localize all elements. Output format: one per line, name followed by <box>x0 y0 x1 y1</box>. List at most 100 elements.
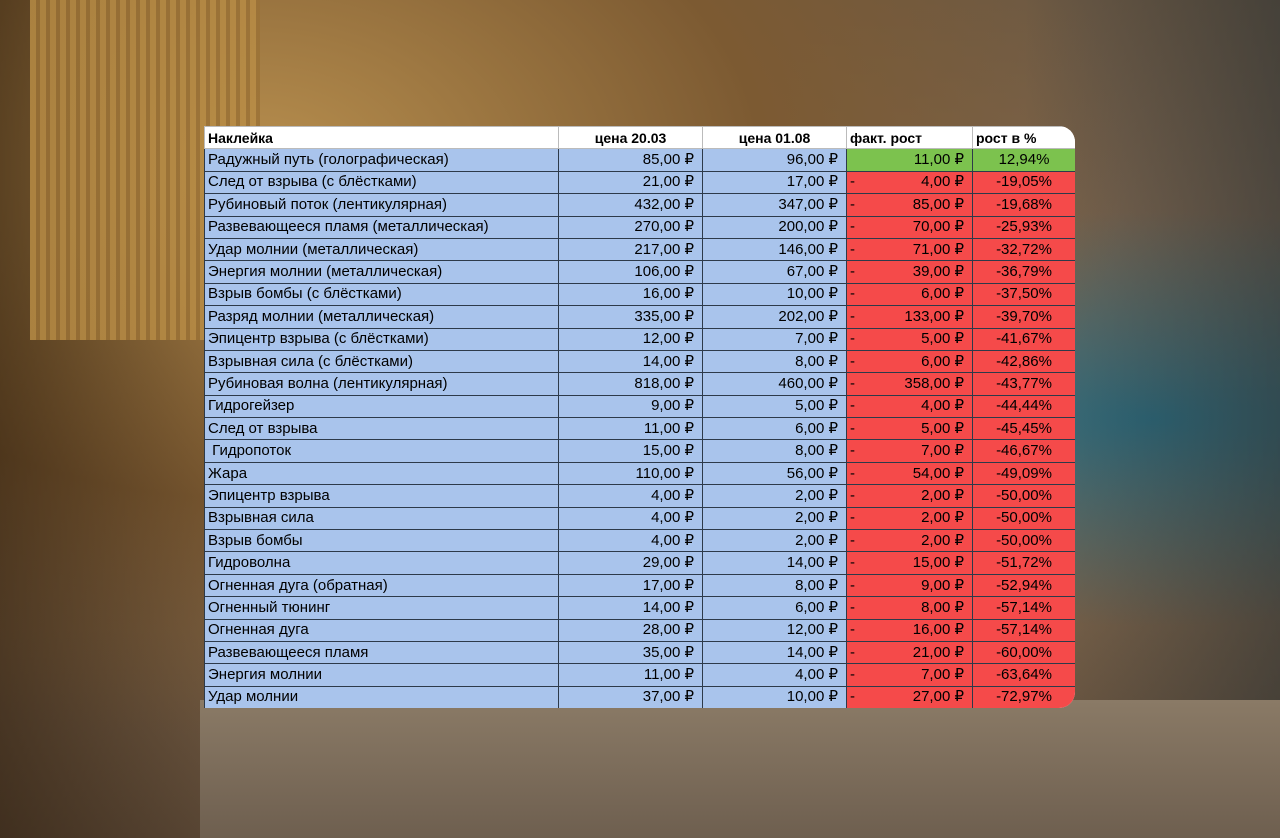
change-sign: - <box>850 643 855 661</box>
price-august: 56,00 ₽ <box>702 461 847 486</box>
change-amount: 6,00 ₽ <box>921 352 964 370</box>
header-row: Наклейка цена 20.03 цена 01.08 факт. рос… <box>204 126 1075 150</box>
sticker-name: След от взрыва (с блёстками) <box>204 170 559 195</box>
change-sign: - <box>850 285 855 303</box>
price-august: 96,00 ₽ <box>702 148 847 172</box>
price-march: 9,00 ₽ <box>558 394 703 419</box>
table-row: Энергия молнии (металлическая) 106,00 ₽67… <box>204 260 1075 284</box>
actual-change: - 7,00 ₽ <box>846 663 973 687</box>
actual-change: - 39,00 ₽ <box>846 260 973 284</box>
table-row: Эпицентр взрыва (с блёстками) 12,00 ₽7,00… <box>204 327 1075 351</box>
change-percent: 12,94% <box>972 148 1075 172</box>
change-amount: 5,00 ₽ <box>921 419 964 437</box>
table-row: Жара 110,00 ₽56,00 ₽ - 54,00 ₽ -49,09% <box>204 461 1075 486</box>
change-amount: 4,00 ₽ <box>921 173 964 191</box>
actual-change: - 4,00 ₽ <box>846 394 973 419</box>
change-amount: 8,00 ₽ <box>921 598 964 616</box>
actual-change: 11,00 ₽ <box>846 148 973 172</box>
price-march: 17,00 ₽ <box>558 573 703 598</box>
sticker-name: Взрывная сила <box>204 506 559 531</box>
header-cell: Наклейка <box>204 126 559 150</box>
table-row: След от взрыва (с блёстками) 21,00 ₽17,00… <box>204 170 1075 195</box>
change-sign: - <box>850 307 855 325</box>
actual-change: - 15,00 ₽ <box>846 551 973 575</box>
table-row: Огненный тюнинг 14,00 ₽6,00 ₽ - 8,00 ₽ -57,1… <box>204 596 1075 620</box>
change-sign: - <box>850 397 855 415</box>
change-percent: -57,14% <box>972 596 1075 620</box>
change-percent: -37,50% <box>972 282 1075 307</box>
price-march: 432,00 ₽ <box>558 193 703 217</box>
change-percent: -46,67% <box>972 439 1075 463</box>
change-percent: -19,68% <box>972 193 1075 217</box>
sticker-name: Рубиновый поток (лентикулярная) <box>204 193 559 217</box>
actual-change: - 5,00 ₽ <box>846 417 973 441</box>
change-sign: - <box>850 442 855 460</box>
actual-change: - 4,00 ₽ <box>846 170 973 195</box>
change-sign: - <box>850 330 855 348</box>
change-sign: - <box>850 419 855 437</box>
change-percent: -51,72% <box>972 551 1075 575</box>
actual-change: - 27,00 ₽ <box>846 685 973 708</box>
change-sign: - <box>850 195 855 213</box>
table-row: Развевающееся пламя 35,00 ₽14,00 ₽ - 21,00 … <box>204 640 1075 665</box>
sticker-name: Энергия молнии (металлическая) <box>204 260 559 284</box>
price-march: 14,00 ₽ <box>558 349 703 374</box>
table-row: Гидрогейзер 9,00 ₽5,00 ₽ - 4,00 ₽ -44,44% <box>204 394 1075 419</box>
header-cell: цена 20.03 <box>558 126 703 150</box>
actual-change: - 85,00 ₽ <box>846 193 973 217</box>
table-row: Энергия молнии 11,00 ₽4,00 ₽ - 7,00 ₽ -63,64… <box>204 663 1075 687</box>
sticker-name: Энергия молнии <box>204 663 559 687</box>
change-sign: - <box>850 218 855 236</box>
price-august: 460,00 ₽ <box>702 372 847 396</box>
change-percent: -50,00% <box>972 506 1075 531</box>
table-row: Огненная дуга (обратная) 17,00 ₽8,00 ₽ - 9,… <box>204 573 1075 598</box>
table-row: Удар молнии (металлическая) 217,00 ₽146,0… <box>204 237 1075 262</box>
table-row: Эпицентр взрыва 4,00 ₽2,00 ₽ -2,00 ₽ -50,00… <box>204 484 1075 508</box>
change-sign: - <box>850 173 855 191</box>
actual-change: - 21,00 ₽ <box>846 640 973 665</box>
table-row: Радужный путь (голографическая) 85,00 ₽96… <box>204 148 1075 172</box>
change-percent: -60,00% <box>972 640 1075 665</box>
table-row: Удар молнии 37,00 ₽10,00 ₽ - 27,00 ₽ -72,97% <box>204 685 1075 708</box>
change-amount: 21,00 ₽ <box>912 643 964 661</box>
change-amount: 133,00 ₽ <box>904 307 964 325</box>
header-cell: цена 01.08 <box>702 126 847 150</box>
price-march: 35,00 ₽ <box>558 640 703 665</box>
change-percent: -41,67% <box>972 327 1075 351</box>
price-march: 270,00 ₽ <box>558 215 703 239</box>
table-row: След от взрыва 11,00 ₽6,00 ₽ - 5,00 ₽ -45,45… <box>204 417 1075 441</box>
change-amount: 2,00 ₽ <box>921 531 964 549</box>
price-march: 21,00 ₽ <box>558 170 703 195</box>
price-march: 4,00 ₽ <box>558 529 703 553</box>
price-march: 335,00 ₽ <box>558 305 703 329</box>
sticker-name: Взрыв бомбы <box>204 529 559 553</box>
actual-change: - 6,00 ₽ <box>846 282 973 307</box>
header-cell: факт. рост <box>846 126 973 150</box>
price-august: 8,00 ₽ <box>702 439 847 463</box>
sticker-name: Рубиновая волна (лентикулярная) <box>204 372 559 396</box>
change-sign: - <box>850 374 855 392</box>
change-amount: 358,00 ₽ <box>904 374 964 392</box>
price-march: 106,00 ₽ <box>558 260 703 284</box>
change-percent: -39,70% <box>972 305 1075 329</box>
price-august: 8,00 ₽ <box>702 349 847 374</box>
table-body: Радужный путь (голографическая) 85,00 ₽96… <box>204 148 1075 708</box>
change-percent: -50,00% <box>972 484 1075 508</box>
change-percent: -32,72% <box>972 237 1075 262</box>
change-amount: 54,00 ₽ <box>912 464 964 482</box>
price-march: 29,00 ₽ <box>558 551 703 575</box>
price-march: 4,00 ₽ <box>558 484 703 508</box>
table-row: Гидроволна 29,00 ₽14,00 ₽ - 15,00 ₽ -51,72% <box>204 551 1075 575</box>
change-amount: 11,00 ₽ <box>913 151 964 169</box>
actual-change: - 54,00 ₽ <box>846 461 973 486</box>
price-august: 10,00 ₽ <box>702 282 847 307</box>
change-percent: -72,97% <box>972 685 1075 708</box>
price-august: 2,00 ₽ <box>702 484 847 508</box>
actual-change: - 5,00 ₽ <box>846 327 973 351</box>
change-sign: - <box>850 621 855 639</box>
change-sign: - <box>850 554 855 572</box>
change-percent: -50,00% <box>972 529 1075 553</box>
price-table: Наклейка цена 20.03 цена 01.08 факт. рос… <box>204 126 1075 708</box>
price-august: 347,00 ₽ <box>702 193 847 217</box>
price-march: 37,00 ₽ <box>558 685 703 708</box>
